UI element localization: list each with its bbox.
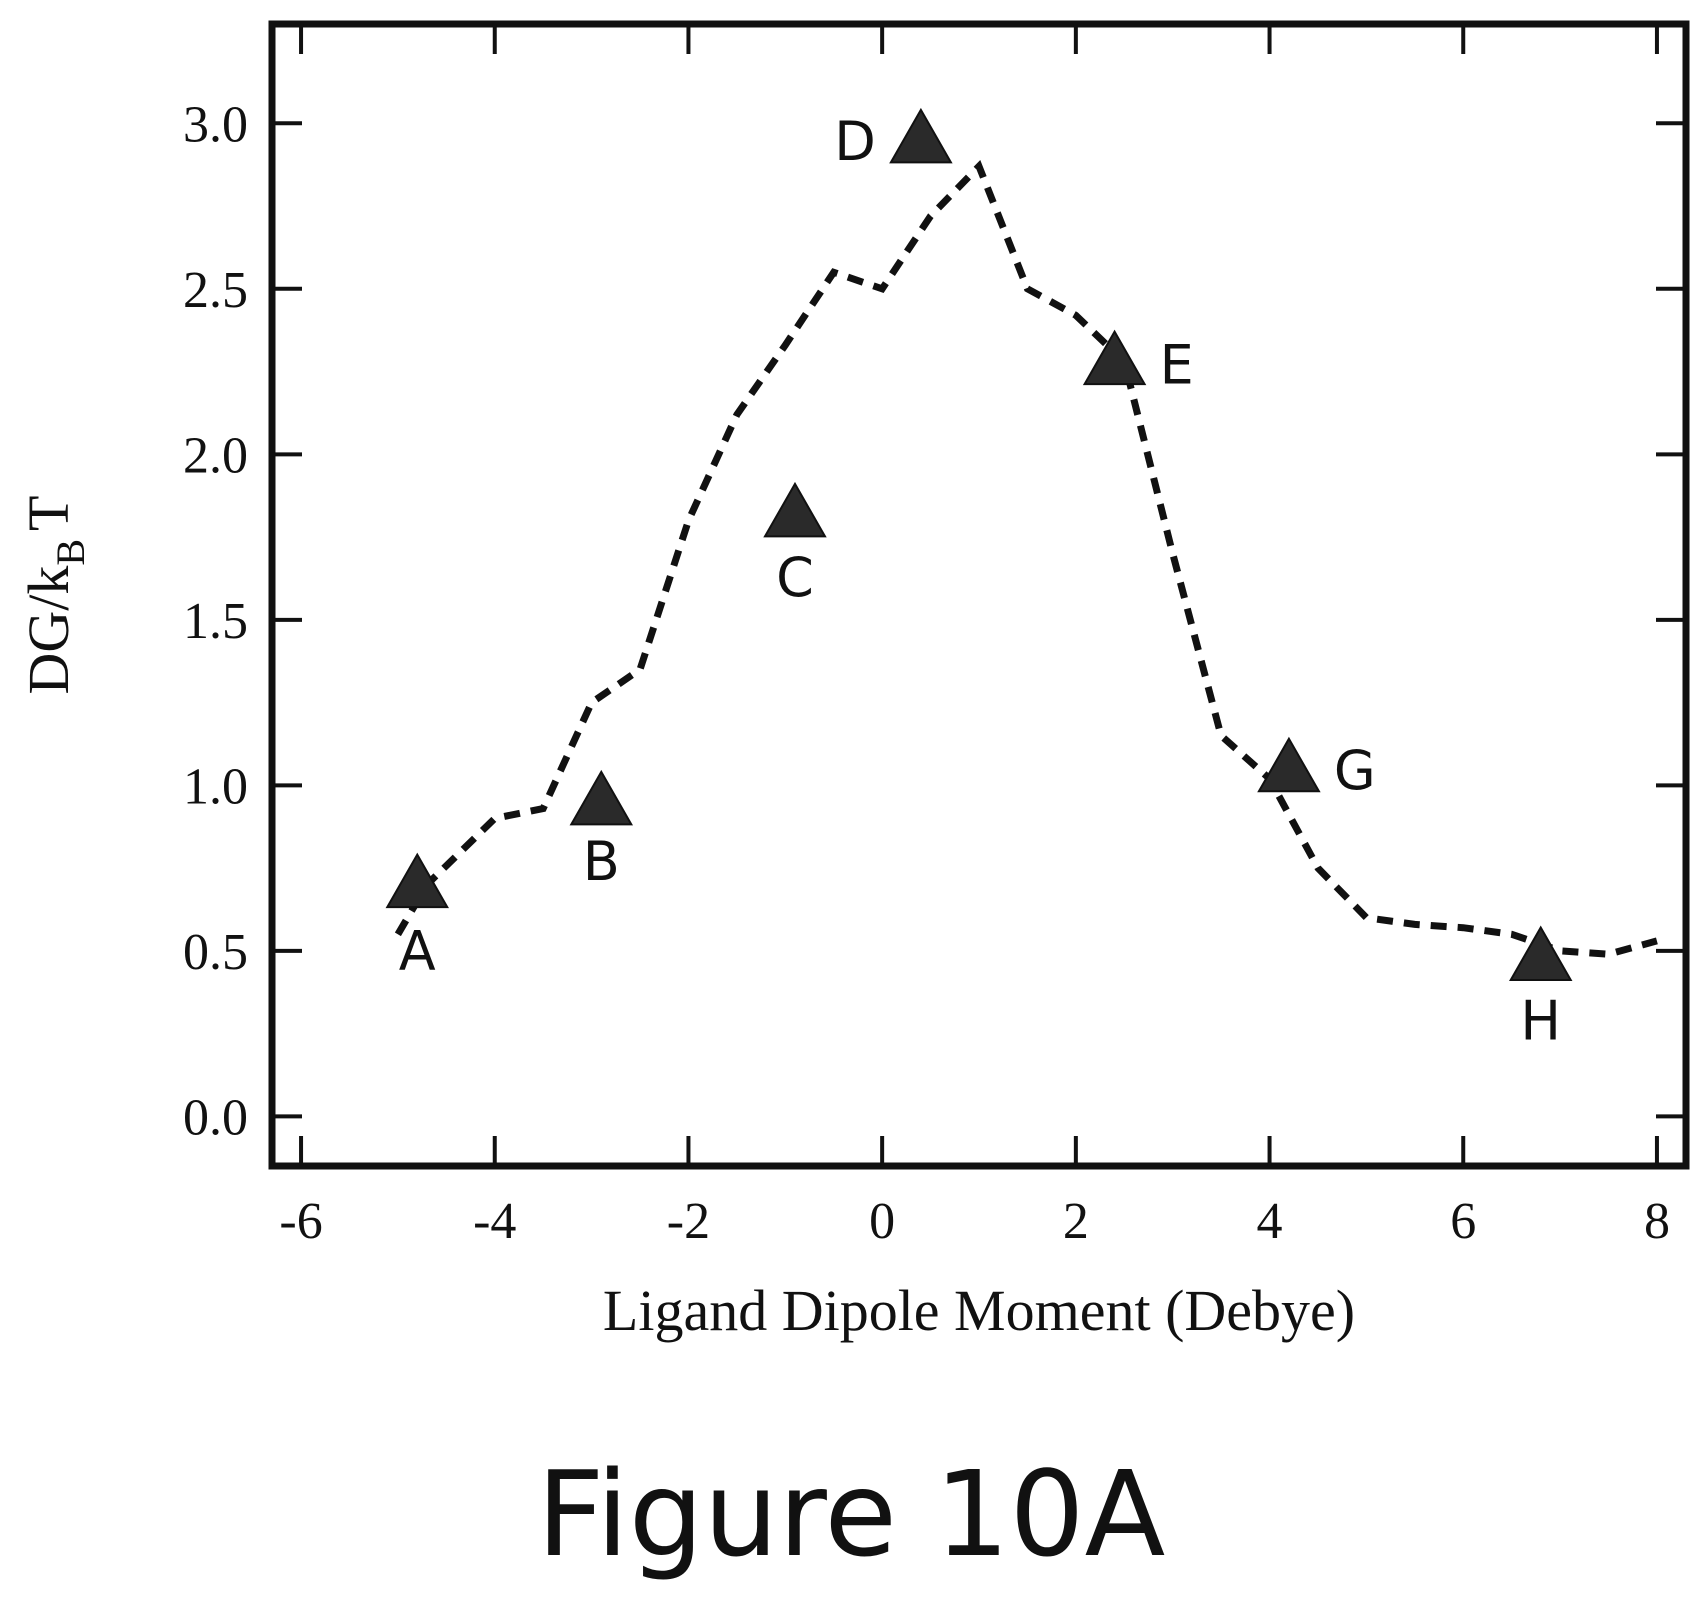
marker-triangle (1082, 329, 1147, 386)
marker-triangle (1257, 736, 1321, 793)
x-tick-label: 6 (1450, 1193, 1476, 1250)
point-label-b: B (583, 830, 620, 893)
marker-triangle (385, 852, 449, 909)
y-axis-ticks (272, 121, 1686, 1119)
dashed-fit-curve (394, 159, 1658, 958)
figure-caption: Figure 10A (537, 1445, 1166, 1583)
x-tick-label: -2 (667, 1193, 710, 1250)
y-tick-label: 2.0 (183, 427, 248, 484)
marker-triangle (569, 769, 634, 826)
marker-triangle (1509, 925, 1573, 981)
point-label-g: G (1334, 739, 1376, 802)
data-point-labels: A B C D E G H (399, 110, 1561, 1053)
x-axis-tick-labels: -6 -4 -2 0 2 4 6 8 (279, 1193, 1670, 1250)
plot-frame (268, 20, 1690, 1170)
x-axis-ticks (299, 24, 1659, 1166)
x-axis-label: Ligand Dipole Moment (Debye) (603, 1278, 1355, 1343)
x-tick-label: 2 (1063, 1193, 1089, 1250)
y-tick-label: 2.5 (183, 262, 248, 319)
y-axis-label-tail: T (16, 495, 81, 530)
point-label-e: E (1160, 334, 1194, 397)
marker-triangle (889, 107, 953, 164)
y-axis-tick-labels: 0.0 0.5 1.0 1.5 2.0 2.5 3.0 (183, 96, 248, 1146)
point-label-h: H (1520, 989, 1561, 1052)
plot-frame-group (268, 20, 1690, 1170)
x-tick-label: 4 (1257, 1193, 1283, 1250)
y-tick-label: 1.5 (183, 593, 248, 650)
y-tick-label: 0.5 (183, 924, 248, 981)
y-axis-label-subscript: B (48, 539, 93, 566)
y-tick-label: 3.0 (183, 96, 248, 153)
x-tick-label: -4 (473, 1193, 516, 1250)
point-label-a: A (399, 920, 436, 983)
y-tick-label: 1.0 (183, 758, 248, 815)
point-label-c: C (776, 546, 814, 609)
y-axis-label-main: DG/k (16, 566, 81, 695)
point-label-d: D (834, 110, 876, 173)
data-markers (385, 107, 1573, 981)
y-axis-label: DG/kBT (16, 495, 93, 694)
marker-triangle (763, 481, 827, 538)
y-tick-label: 0.0 (183, 1089, 248, 1146)
x-tick-label: 0 (869, 1193, 895, 1250)
x-tick-label: 8 (1644, 1193, 1670, 1250)
x-tick-label: -6 (279, 1193, 322, 1250)
